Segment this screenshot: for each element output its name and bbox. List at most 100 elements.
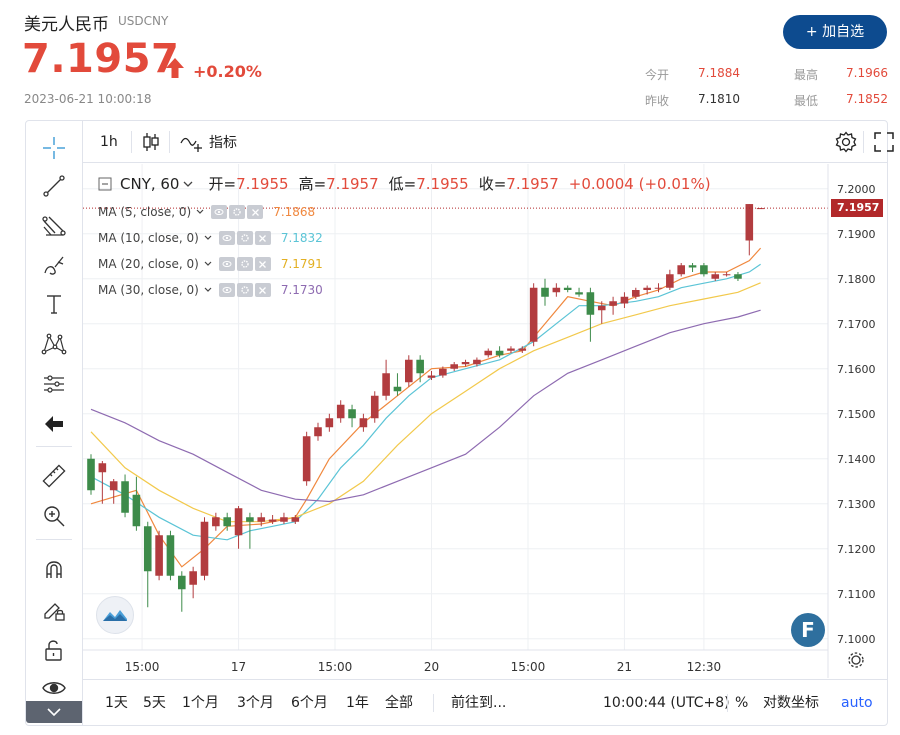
symbol-interval[interactable]: CNY, 60 — [120, 174, 180, 193]
add-watchlist-button[interactable]: + 加自选 — [783, 15, 887, 49]
candle-body — [734, 274, 742, 279]
candle-body — [450, 364, 458, 369]
time-axis: 15:00 17 15:00 20 15:00 21 12:30 — [83, 649, 828, 674]
pattern-tool-icon[interactable] — [38, 329, 70, 359]
candle-body — [609, 301, 617, 306]
zoom-in-icon[interactable] — [38, 501, 70, 531]
eye-icon[interactable] — [211, 205, 228, 219]
log-scale-toggle[interactable]: 对数坐标 — [763, 695, 819, 711]
range-3m[interactable]: 3个月 — [237, 695, 274, 711]
auto-scale-toggle[interactable]: auto — [841, 695, 873, 711]
percent-scale-toggle[interactable]: % — [735, 695, 749, 711]
candle-body — [666, 274, 674, 288]
candle-body — [314, 427, 322, 437]
arrow-left-icon[interactable] — [38, 409, 70, 439]
ma-line-ma10 — [90, 263, 761, 541]
toolbar-separator — [36, 446, 72, 447]
candle-body — [246, 517, 254, 522]
candle-body — [688, 265, 697, 268]
eye-icon[interactable] — [218, 257, 235, 271]
x-tick-label: 21 — [617, 660, 632, 674]
quote-timestamp: 2023-06-21 10:00:18 — [24, 92, 152, 106]
candlestick-chart[interactable]: 7.1000 7.1100 7.1200 7.1300 7.1400 7.1500 7.16… — [83, 164, 888, 678]
ma-value: 7.1730 — [280, 283, 323, 297]
chevron-down-icon[interactable] — [195, 208, 205, 216]
close-icon[interactable] — [247, 205, 264, 219]
axis-settings-gear-icon[interactable] — [848, 652, 864, 668]
chevron-down-icon — [47, 708, 61, 717]
chart-logo-icon — [96, 596, 134, 634]
eye-icon[interactable] — [218, 231, 235, 245]
price-axis: 7.1000 7.1100 7.1200 7.1300 7.1400 7.1500 7.16… — [827, 164, 876, 678]
candle-body — [416, 359, 424, 374]
x-tick-label: 20 — [424, 660, 439, 674]
crosshair-icon[interactable] — [38, 133, 70, 163]
quote-label-low: 最低 — [794, 94, 819, 108]
y-tick-label: 7.1500 — [837, 408, 876, 421]
ma-label[interactable]: MA (30, close, 0) — [98, 283, 199, 297]
ma-label[interactable]: MA (20, close, 0) — [98, 257, 199, 271]
collapse-legend-icon[interactable] — [98, 177, 112, 191]
chevron-down-icon[interactable] — [182, 179, 194, 189]
range-5d[interactable]: 5天 — [143, 695, 166, 711]
range-1y[interactable]: 1年 — [346, 695, 369, 711]
y-tick-label: 7.1700 — [837, 318, 876, 331]
magnet-icon[interactable] — [38, 555, 70, 585]
candle-body — [745, 204, 754, 241]
settings-gear-icon[interactable] — [835, 121, 857, 163]
chevron-down-icon[interactable] — [203, 234, 213, 242]
candle-body — [507, 348, 515, 351]
x-tick-label: 15:00 — [125, 660, 160, 674]
eye-icon[interactable] — [38, 673, 70, 703]
toolbar-separator — [863, 131, 864, 153]
indicators-label: 指标 — [209, 135, 237, 151]
goto-date-button[interactable]: 前往到... — [451, 695, 507, 711]
ruler-icon[interactable] — [38, 461, 70, 491]
close-icon[interactable] — [254, 231, 271, 245]
chart-widget: 1h 指标 7.1000 7.1100 7.1200 7.1300 7.1400 7.15… — [25, 120, 894, 726]
candles — [87, 204, 765, 612]
x-tick-label: 12:30 — [687, 660, 722, 674]
range-1d[interactable]: 1天 — [105, 695, 128, 711]
drawing-toolbar — [26, 121, 83, 725]
fib-tool-icon[interactable] — [38, 211, 70, 241]
range-6m[interactable]: 6个月 — [291, 695, 328, 711]
f-brand-icon[interactable]: F — [791, 613, 825, 647]
toolbar-separator — [727, 694, 728, 712]
gear-icon[interactable] — [236, 257, 253, 271]
trend-line-icon[interactable] — [38, 171, 70, 201]
ma-label[interactable]: MA (5, close, 0) — [98, 205, 192, 219]
candle-style-icon[interactable] — [141, 121, 161, 163]
range-all[interactable]: 全部 — [385, 695, 413, 711]
toolbar-separator — [131, 131, 132, 153]
gear-icon[interactable] — [229, 205, 246, 219]
unlock-icon[interactable] — [38, 635, 70, 665]
candle-body — [654, 287, 663, 289]
interval-selector[interactable]: 1h — [100, 134, 118, 150]
range-1m[interactable]: 1个月 — [182, 695, 219, 711]
ruler-measure-icon[interactable] — [38, 369, 70, 399]
candle-body — [484, 350, 493, 356]
indicators-button[interactable]: 指标 — [179, 121, 237, 163]
fullscreen-icon[interactable] — [873, 121, 895, 163]
chevron-down-icon[interactable] — [203, 286, 213, 294]
clock-timezone[interactable]: 10:00:44 (UTC+8) — [603, 695, 730, 711]
ma-label[interactable]: MA (10, close, 0) — [98, 231, 199, 245]
candle-body — [178, 575, 186, 590]
close-icon[interactable] — [254, 257, 271, 271]
collapse-toolbar-button[interactable] — [26, 701, 82, 723]
close-label: 收= — [478, 175, 507, 193]
gear-icon[interactable] — [236, 283, 253, 297]
candle-body — [461, 362, 470, 365]
candle-body — [189, 571, 197, 585]
candle-body — [563, 287, 572, 290]
gear-icon[interactable] — [236, 231, 253, 245]
brush-icon[interactable] — [38, 251, 70, 281]
text-tool-icon[interactable] — [38, 289, 70, 319]
candle-body — [427, 375, 436, 378]
chevron-down-icon[interactable] — [203, 260, 213, 268]
eye-icon[interactable] — [218, 283, 235, 297]
lock-drawing-icon[interactable] — [38, 595, 70, 625]
close-icon[interactable] — [254, 283, 271, 297]
candle-body — [643, 287, 651, 290]
